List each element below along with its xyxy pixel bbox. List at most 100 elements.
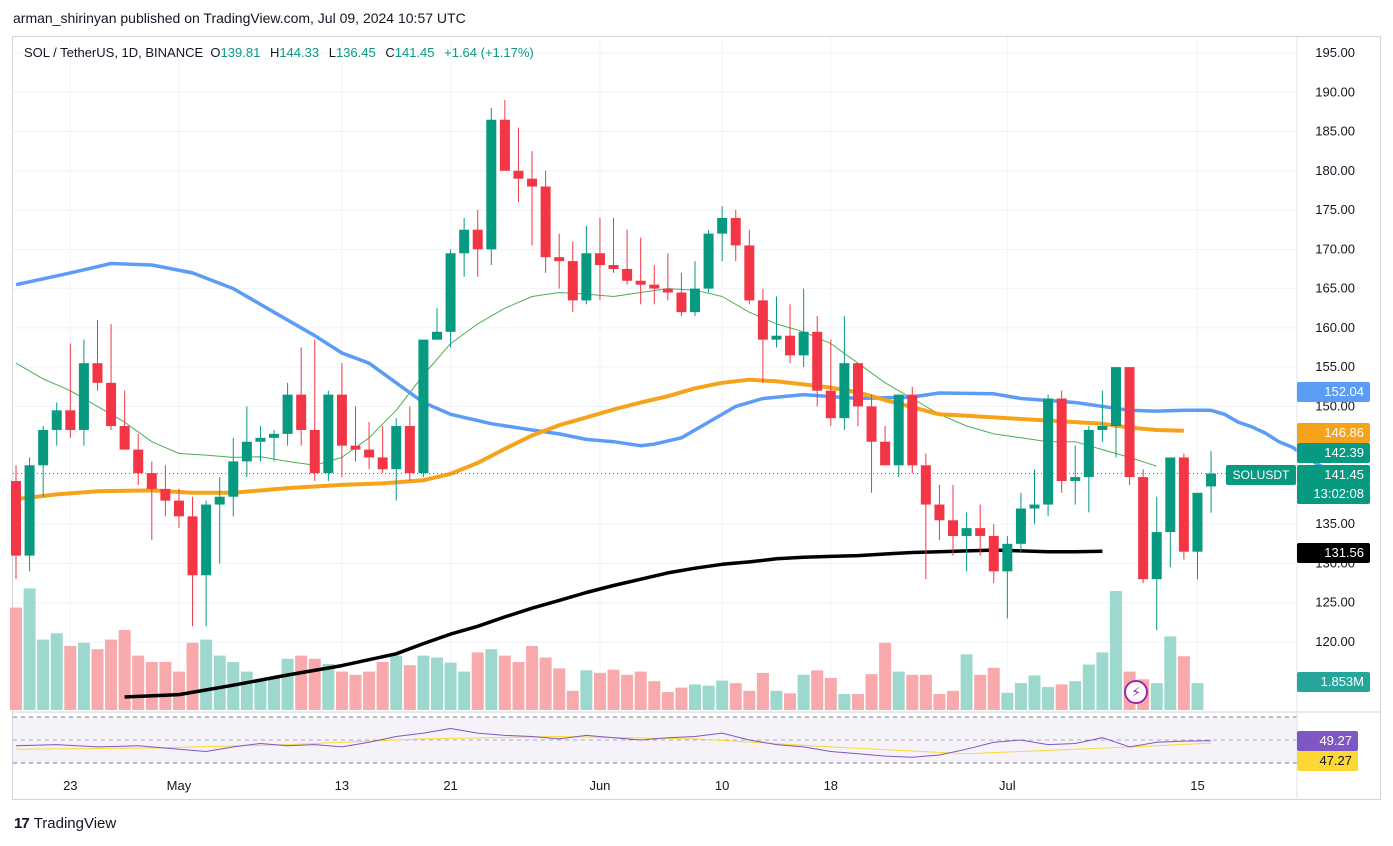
legend-low-value: 136.45 xyxy=(335,45,376,60)
volume-bar xyxy=(512,662,525,710)
volume-bar xyxy=(1191,683,1204,710)
candle-body xyxy=(907,394,918,466)
badge-ma-orange: 146.86 xyxy=(1297,423,1370,443)
candle-body xyxy=(540,186,551,258)
x-tick-label: Jul xyxy=(999,778,1016,793)
volume-bar xyxy=(1177,656,1190,710)
volume-bar xyxy=(580,670,593,710)
candle-body xyxy=(1070,477,1081,482)
candle-body xyxy=(78,363,89,430)
candle-body xyxy=(472,229,483,250)
candle-body xyxy=(717,217,728,234)
candle-body xyxy=(38,429,49,466)
legend-change: +1.64 (+1.17%) xyxy=(444,45,534,60)
candle-body xyxy=(187,516,198,576)
candle-body xyxy=(852,363,863,407)
volume-bar xyxy=(376,662,389,710)
volume-bar xyxy=(390,655,403,710)
volume-bar xyxy=(770,690,783,710)
candle-body xyxy=(690,288,700,313)
candle-body xyxy=(431,331,442,340)
candle-body xyxy=(771,335,782,340)
candle-body xyxy=(350,445,361,450)
y-tick-label: 195.00 xyxy=(1315,45,1355,60)
candle-body xyxy=(730,217,741,246)
tradingview-logo-text: TradingView xyxy=(33,815,117,832)
candle-body xyxy=(554,257,565,262)
candle-body xyxy=(391,426,402,470)
y-tick-label: 125.00 xyxy=(1315,595,1355,610)
candle-body xyxy=(11,481,21,556)
candle-body xyxy=(608,265,619,269)
volume-bar xyxy=(960,654,973,710)
y-tick-label: 120.00 xyxy=(1315,634,1355,649)
volume-bar xyxy=(987,667,1000,710)
volume-bar xyxy=(23,588,36,710)
volume-bar xyxy=(593,672,606,710)
candle-body xyxy=(1029,504,1040,509)
volume-bar xyxy=(824,678,837,710)
y-tick-label: 190.00 xyxy=(1315,84,1355,99)
volume-bar xyxy=(974,674,987,710)
candle-body xyxy=(364,449,375,458)
volume-bar xyxy=(50,633,63,710)
tradingview-logo: 17 TradingView xyxy=(14,815,116,832)
candle-body xyxy=(201,504,212,576)
candle-body xyxy=(323,394,334,474)
badge-rsi: 49.27 xyxy=(1297,731,1358,751)
candle-body xyxy=(377,457,388,470)
y-tick-label: 180.00 xyxy=(1315,163,1355,178)
candle-body xyxy=(404,426,415,474)
candle-body xyxy=(228,461,239,497)
candle-body xyxy=(622,268,633,281)
candle-body xyxy=(486,119,497,250)
publisher-line: arman_shirinyan published on TradingView… xyxy=(13,10,466,26)
candle-body xyxy=(1110,367,1121,427)
lightning-icon[interactable]: ⚡ xyxy=(1124,680,1148,704)
candle-body xyxy=(703,233,714,289)
badge-high-line: 142.39 xyxy=(1297,443,1370,463)
volume-bar xyxy=(64,646,77,710)
volume-bar xyxy=(1109,590,1122,710)
volume-bar xyxy=(186,642,199,710)
volume-bar xyxy=(268,678,281,710)
volume-bar xyxy=(118,630,131,710)
candle-body xyxy=(106,382,117,427)
volume-bar xyxy=(458,671,471,710)
legend-close-label: C xyxy=(385,45,395,60)
candle-body xyxy=(1015,508,1026,544)
candle-body xyxy=(1002,543,1013,572)
candle-body xyxy=(51,410,62,430)
volume-bar xyxy=(702,685,715,710)
y-tick-label: 185.00 xyxy=(1315,124,1355,139)
candle-body xyxy=(975,528,986,536)
candle-body xyxy=(581,253,592,301)
ma-blue-line xyxy=(15,261,1348,485)
candle-body xyxy=(662,288,673,293)
volume-bar xyxy=(1150,683,1163,710)
volume-bar xyxy=(716,680,729,710)
volume-bar xyxy=(91,649,104,710)
volume-bar xyxy=(729,683,742,710)
volume-bar xyxy=(1028,675,1041,710)
candle-body xyxy=(241,441,252,462)
volume-bar xyxy=(254,681,267,710)
candle-body xyxy=(1124,367,1135,478)
y-tick-label: 170.00 xyxy=(1315,241,1355,256)
candle-body xyxy=(269,433,280,438)
candle-body xyxy=(1138,477,1149,580)
candle-body xyxy=(499,119,510,171)
legend-close-value: 141.45 xyxy=(394,45,435,60)
volume-bar xyxy=(539,657,552,710)
candle-body xyxy=(296,394,307,430)
volume-bar xyxy=(892,671,905,710)
volume-bar xyxy=(756,672,769,710)
volume-bar xyxy=(322,663,335,710)
symbol-tag: SOLUSDT xyxy=(1226,465,1296,485)
candle-body xyxy=(757,300,768,340)
volume-bar xyxy=(10,607,22,710)
legend-open-value: 139.81 xyxy=(220,45,261,60)
candle-body xyxy=(893,394,904,466)
candle-body xyxy=(133,449,144,474)
